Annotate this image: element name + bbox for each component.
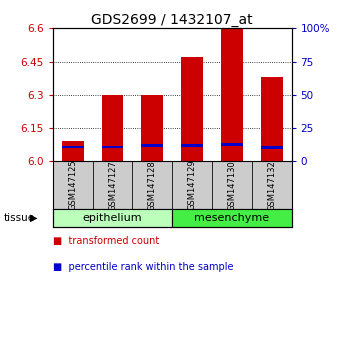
Text: GSM147130: GSM147130 (227, 160, 236, 211)
Bar (62, 145, 84, 148)
Text: tissue: tissue (3, 213, 34, 223)
Bar (181, 144, 203, 147)
Bar (102, 145, 123, 148)
Text: GSM147128: GSM147128 (148, 160, 157, 211)
Bar (93, 161, 132, 209)
Bar (53, 209, 172, 227)
Bar (261, 146, 283, 149)
Text: GSM147132: GSM147132 (267, 160, 276, 211)
Text: mesenchyme: mesenchyme (194, 213, 269, 223)
Bar (172, 209, 292, 227)
Bar (142, 144, 163, 147)
Bar (212, 161, 252, 209)
Bar (172, 161, 212, 209)
Text: ■  percentile rank within the sample: ■ percentile rank within the sample (53, 262, 233, 272)
Text: ■  transformed count: ■ transformed count (53, 236, 159, 246)
Text: GSM147127: GSM147127 (108, 160, 117, 211)
Title: GDS2699 / 1432107_at: GDS2699 / 1432107_at (91, 13, 253, 27)
Bar (252, 161, 292, 209)
Bar (102, 95, 123, 161)
Text: GSM147125: GSM147125 (68, 160, 77, 210)
Bar (181, 57, 203, 161)
Text: GSM147129: GSM147129 (188, 160, 197, 210)
Bar (221, 28, 243, 161)
Bar (132, 161, 172, 209)
Text: ▶: ▶ (30, 213, 38, 223)
Bar (62, 142, 84, 161)
Bar (142, 95, 163, 161)
Bar (221, 143, 243, 146)
Bar (53, 161, 93, 209)
Text: epithelium: epithelium (83, 213, 142, 223)
Bar (261, 77, 283, 161)
